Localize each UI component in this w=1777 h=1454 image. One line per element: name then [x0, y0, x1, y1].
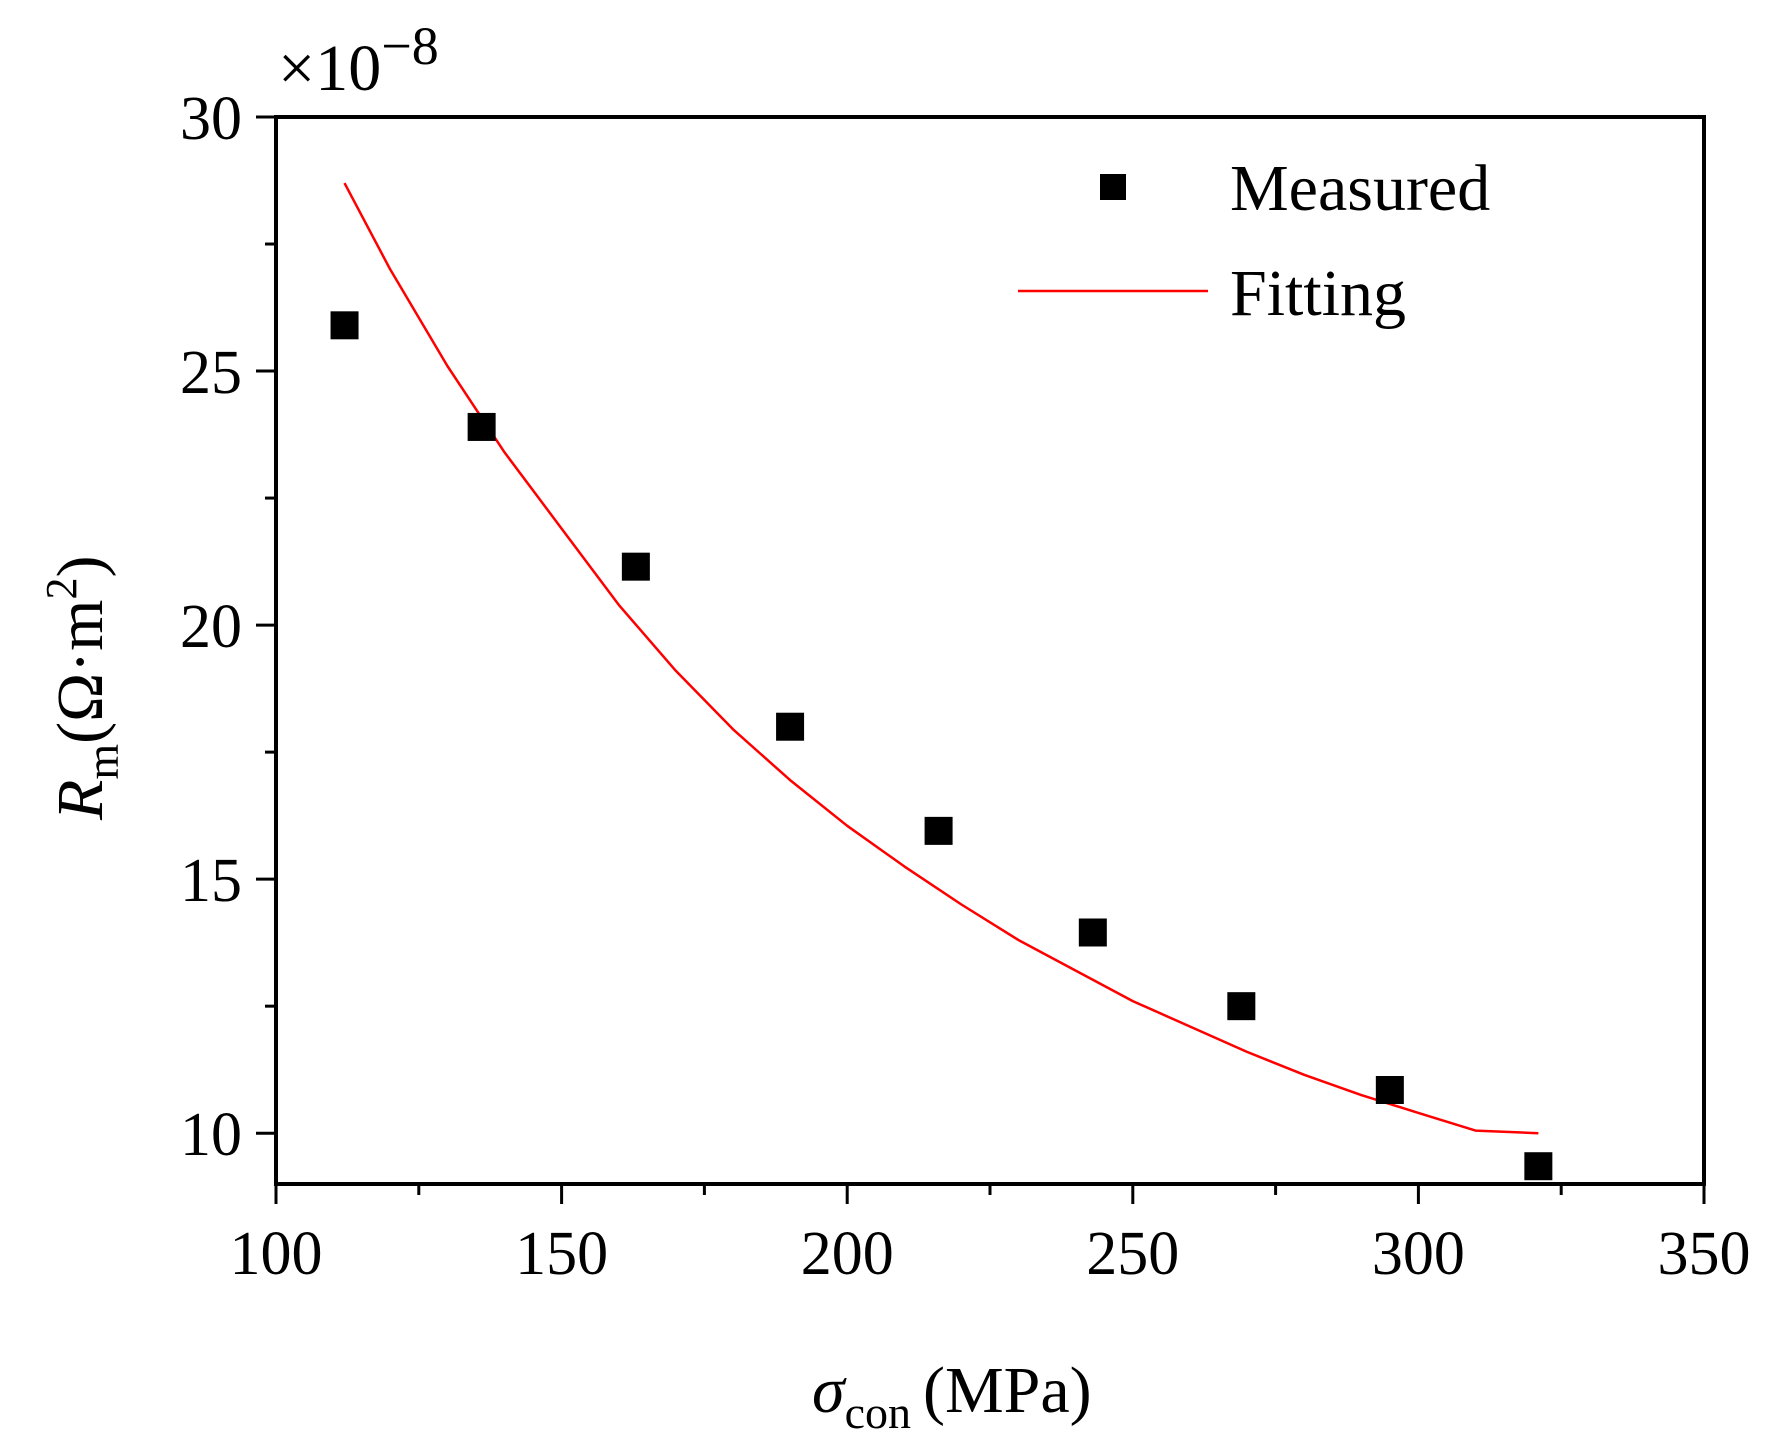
y-axis-multiplier: ×10−8: [278, 16, 439, 105]
x-tick-label: 250: [1086, 1220, 1179, 1288]
x-tick-label: 200: [801, 1220, 894, 1288]
plot-frame: [274, 115, 1706, 1186]
measured-point: [1078, 918, 1107, 947]
x-tick-label: 300: [1372, 1220, 1465, 1288]
y-tick-label: 25: [180, 339, 242, 407]
y-axis-title: Rm(Ω·m2): [37, 556, 128, 821]
legend-marker-measured: [1100, 174, 1126, 200]
measured-point: [776, 712, 805, 741]
x-axis-subscript: con: [845, 1387, 911, 1438]
multiplier-exponent: −8: [381, 16, 438, 76]
x-tick-label: 350: [1658, 1220, 1751, 1288]
x-axis-symbol: σ: [812, 1354, 847, 1427]
x-axis-title: σcon (MPa): [812, 1354, 1092, 1438]
measured-point: [621, 552, 650, 581]
y-axis-unit-open: (Ω·m: [44, 600, 117, 744]
x-axis-ticks: 100 150 200 250 300 350: [230, 1184, 1751, 1288]
measured-point: [924, 816, 953, 845]
measured-point: [1375, 1076, 1404, 1105]
y-axis-unit-close: ): [44, 556, 117, 578]
multiplier-base: ×10: [278, 32, 381, 105]
x-tick-label: 150: [515, 1220, 608, 1288]
legend: Measured Fitting: [1018, 152, 1490, 330]
x-axis-unit: (MPa): [923, 1354, 1092, 1427]
y-tick-label: 30: [180, 85, 242, 153]
y-tick-label: 15: [180, 847, 242, 915]
measured-point: [1227, 992, 1256, 1021]
measured-point: [330, 311, 359, 340]
y-axis-unit-sup: 2: [37, 578, 86, 600]
measured-point: [1524, 1152, 1553, 1181]
fitting-curve: [343, 182, 1539, 1135]
measured-point: [467, 412, 496, 441]
y-tick-label: 20: [180, 593, 242, 661]
legend-label-fitting: Fitting: [1230, 257, 1406, 330]
y-axis-symbol: R: [44, 780, 117, 821]
x-tick-label: 100: [230, 1220, 323, 1288]
y-tick-label: 10: [180, 1101, 242, 1169]
y-axis-ticks: 10 15 20 25 30: [180, 85, 276, 1169]
y-axis-subscript: m: [77, 744, 128, 780]
legend-label-measured: Measured: [1230, 152, 1490, 225]
plot-area: [330, 182, 1553, 1181]
